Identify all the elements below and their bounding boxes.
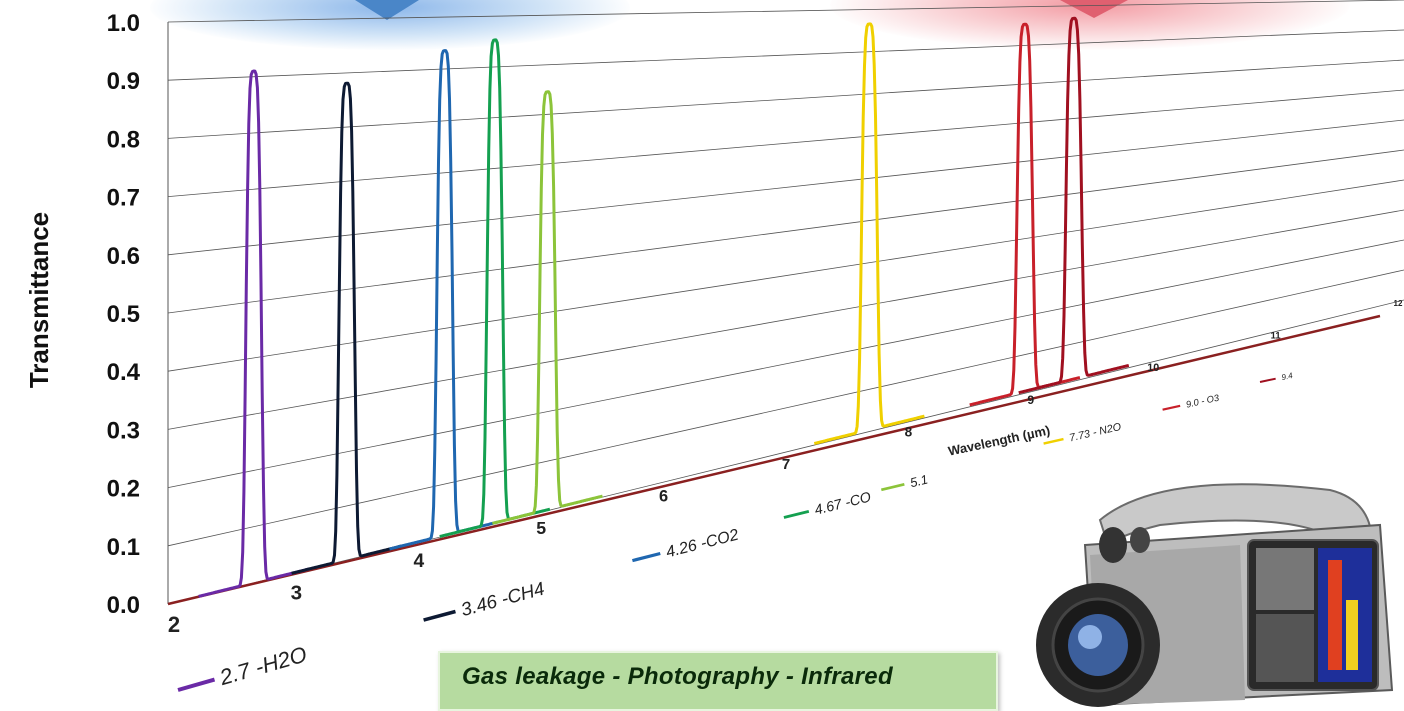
legend-swatch	[632, 551, 661, 563]
legend-label: 5.1	[908, 471, 929, 490]
y-tick-label: 0.4	[107, 359, 141, 386]
legend-label: 9.4	[1281, 371, 1294, 382]
legend-label: 4.26 -CO2	[664, 526, 740, 562]
legend-entry: 4.26 -CO2	[632, 526, 740, 563]
x-tick-label: 6	[659, 488, 668, 506]
blue-arrow-icon	[355, 0, 419, 20]
legend-swatch	[1259, 377, 1276, 383]
series-line	[813, 22, 925, 445]
legend-entry: 3.46 -CH4	[423, 578, 547, 622]
x-tick-label: 3	[291, 581, 302, 604]
legend-swatch	[1162, 404, 1181, 411]
thermal-camera-icon	[1036, 483, 1394, 707]
legend-label: 4.67 -CO	[813, 489, 873, 518]
legend-entry: 9.0 - O3	[1162, 393, 1221, 411]
gridline	[167, 149, 1404, 314]
y-tick-label: 0.7	[107, 185, 140, 212]
legend-entry: 2.7 -H2O	[177, 641, 310, 692]
y-tick-label: 1.0	[107, 10, 140, 37]
x-axis-label: Wavelength (µm)	[947, 422, 1052, 458]
baseline	[167, 314, 1381, 606]
x-tick-label: 9	[1027, 393, 1034, 407]
legend-label: 9.0 - O3	[1185, 393, 1221, 410]
gridline	[167, 0, 1404, 23]
legend-swatch	[177, 677, 216, 692]
y-tick-label: 0.6	[107, 243, 140, 270]
caption-banner: Gas leakage - Photography - Infrared	[438, 651, 998, 711]
y-tick-label: 0.5	[107, 301, 140, 328]
legend-swatch	[880, 482, 905, 492]
legend-entry: 4.67 -CO	[783, 489, 873, 519]
x-tick-label: 8	[905, 424, 913, 439]
x-tick-label: 7	[782, 456, 790, 473]
y-tick-label: 0.3	[107, 417, 140, 444]
series-line	[492, 90, 603, 525]
gridline	[167, 179, 1404, 372]
gridline	[167, 59, 1404, 139]
legend-entry: 7.73 - N2O	[1043, 421, 1123, 445]
x-tick-label: 11	[1271, 330, 1281, 341]
legend-swatch	[423, 609, 456, 622]
legend-label: 2.7 -H2O	[216, 641, 310, 690]
y-tick-label: 0.1	[107, 534, 140, 561]
legend-swatch	[783, 509, 810, 519]
y-tick-label: 0.9	[107, 68, 140, 95]
red-arrow-icon	[1060, 0, 1128, 18]
y-tick-label: 0.2	[107, 476, 140, 503]
legend-label: 3.46 -CH4	[459, 578, 547, 621]
gridline	[167, 29, 1404, 81]
series-line	[291, 81, 403, 575]
legend-swatch	[1043, 437, 1064, 445]
x-tick-label: 2	[168, 612, 180, 637]
y-axis-label: Transmittance	[24, 212, 54, 388]
gridline	[167, 239, 1404, 488]
gridline	[167, 89, 1404, 197]
gridline	[167, 209, 1404, 430]
x-tick-label: 10	[1147, 362, 1159, 374]
caption-text: Gas leakage - Photography - Infrared	[462, 663, 893, 690]
series-line	[1018, 16, 1130, 395]
y-tick-label: 0.0	[107, 592, 140, 619]
series-line	[198, 69, 310, 598]
gridline	[167, 119, 1404, 256]
legend-entry: 9.4	[1259, 371, 1294, 383]
legend-entry: 5.1	[880, 471, 929, 492]
gridline	[167, 269, 1404, 547]
legend-label: 7.73 - N2O	[1068, 421, 1123, 445]
x-tick-label: 5	[536, 518, 546, 538]
x-tick-label: 4	[413, 551, 424, 572]
y-tick-label: 0.8	[107, 126, 140, 153]
x-tick-label: 12	[1394, 299, 1403, 308]
